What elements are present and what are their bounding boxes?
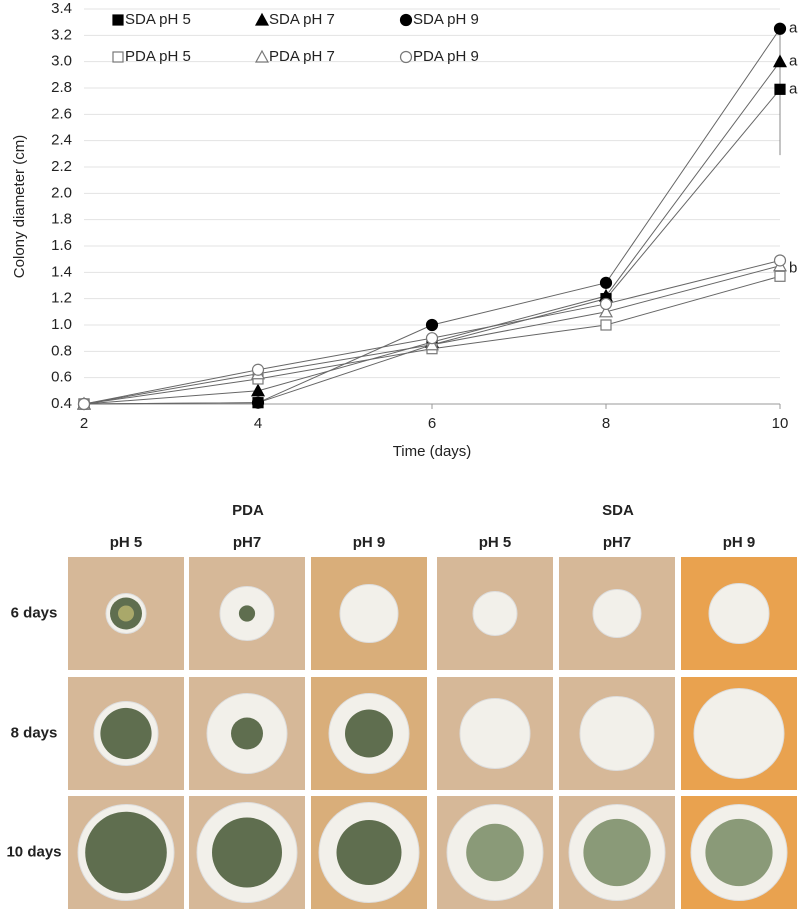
annotation: b — [789, 259, 797, 276]
marker — [251, 396, 265, 409]
colony-edge — [693, 688, 785, 779]
x-tick-label: 2 — [80, 415, 88, 432]
legend-label: PDA pH 7 — [269, 48, 335, 65]
y-tick-label: 1.0 — [51, 316, 72, 333]
marker — [773, 254, 787, 267]
colony-core — [336, 820, 402, 885]
marker — [599, 276, 613, 289]
y-tick-label: 3.0 — [51, 53, 72, 70]
legend-label: PDA pH 5 — [125, 48, 191, 65]
y-tick-label: 3.4 — [51, 0, 72, 17]
colony-core — [231, 717, 263, 750]
colony-core — [85, 811, 167, 894]
y-tick-label: 1.6 — [51, 237, 72, 254]
colony-edge — [459, 698, 531, 769]
y-tick-label: 1.8 — [51, 211, 72, 228]
marker — [774, 83, 786, 95]
x-tick-label: 6 — [428, 415, 436, 432]
colony-core — [583, 818, 651, 887]
marker — [600, 319, 612, 331]
column-label: pH 9 — [353, 534, 386, 551]
colony-center — [118, 605, 134, 622]
colony-edge — [472, 591, 518, 636]
marker — [250, 383, 266, 397]
marker — [112, 51, 124, 63]
marker — [425, 332, 439, 345]
marker — [425, 318, 439, 332]
marker — [399, 50, 413, 64]
colony-core — [466, 823, 524, 882]
marker — [774, 270, 786, 282]
row-label: 10 days — [6, 843, 61, 860]
colony-edge — [708, 583, 770, 644]
y-axis-label: Colony diameter (cm) — [11, 135, 28, 278]
legend-label: SDA pH 5 — [125, 11, 191, 28]
marker — [254, 12, 270, 26]
y-tick-label: 2.8 — [51, 79, 72, 96]
annotation: a — [789, 80, 798, 97]
marker — [251, 363, 265, 376]
marker — [598, 304, 614, 318]
colony-edge — [592, 589, 642, 638]
y-tick-label: 1.4 — [51, 263, 72, 280]
column-label: pH 9 — [723, 534, 756, 551]
y-tick-label: 1.2 — [51, 290, 72, 307]
x-tick-label: 8 — [602, 415, 610, 432]
y-tick-label: 0.8 — [51, 342, 72, 359]
colony-edge — [339, 584, 399, 643]
column-label: pH7 — [233, 534, 261, 551]
marker — [599, 297, 613, 311]
row-label: 8 days — [11, 724, 58, 741]
y-tick-label: 2.4 — [51, 132, 72, 149]
colony-core — [212, 817, 282, 888]
column-label: pH 5 — [479, 534, 512, 551]
colony-core — [705, 818, 773, 887]
marker — [772, 54, 788, 68]
column-label: pH 5 — [110, 534, 143, 551]
colony-core — [238, 605, 256, 622]
y-tick-label: 0.4 — [51, 395, 72, 412]
y-tick-label: 0.6 — [51, 369, 72, 386]
y-tick-label: 3.2 — [51, 26, 72, 43]
group-title: PDA — [232, 502, 264, 519]
marker — [77, 397, 91, 411]
colony-edge — [579, 696, 655, 771]
y-tick-label: 2.2 — [51, 158, 72, 175]
y-tick-label: 2.6 — [51, 105, 72, 122]
series-line — [83, 88, 781, 405]
x-axis-label: Time (days) — [393, 443, 472, 460]
marker — [112, 14, 124, 26]
y-tick-label: 2.0 — [51, 184, 72, 201]
column-label: pH7 — [603, 534, 631, 551]
marker — [254, 49, 270, 63]
marker — [399, 13, 413, 27]
legend-label: SDA pH 7 — [269, 11, 335, 28]
row-label: 6 days — [11, 604, 58, 621]
colony-core — [100, 707, 152, 760]
x-tick-label: 4 — [254, 415, 262, 432]
legend-label: SDA pH 9 — [413, 11, 479, 28]
x-tick-label: 10 — [772, 415, 789, 432]
marker — [773, 22, 787, 35]
legend-label: PDA pH 9 — [413, 48, 479, 65]
colony-core — [345, 709, 393, 758]
annotation: a — [789, 20, 798, 37]
group-title: SDA — [602, 502, 634, 519]
annotation: a — [789, 53, 798, 70]
